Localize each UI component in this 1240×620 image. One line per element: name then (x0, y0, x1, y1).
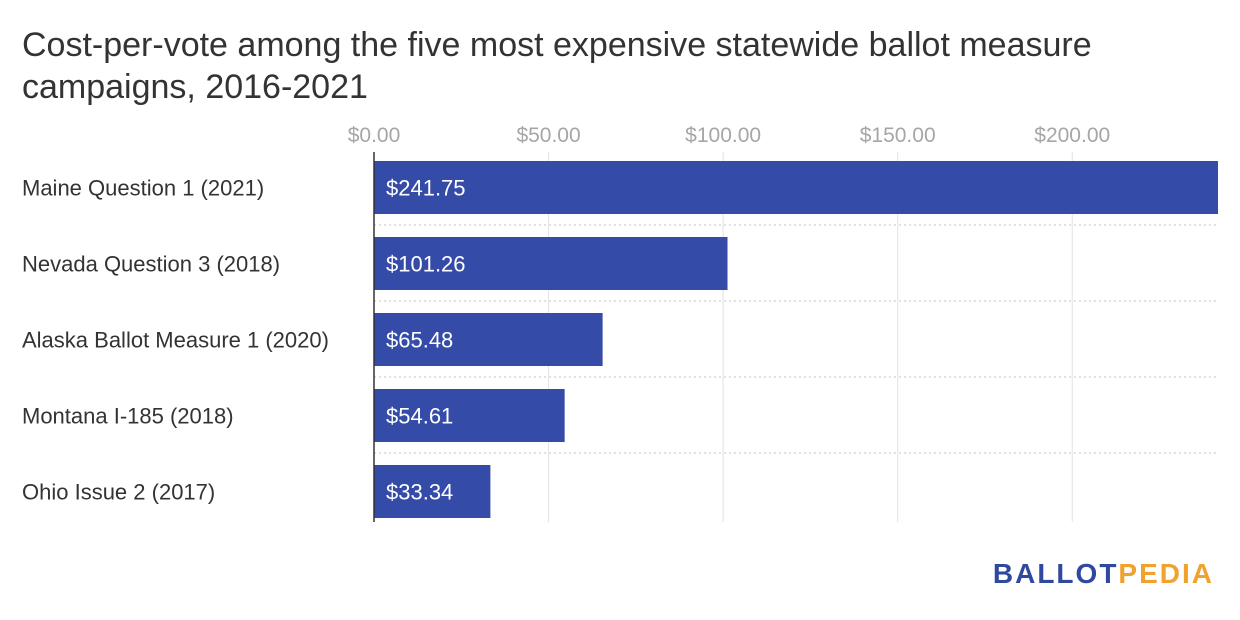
category-label: Maine Question 1 (2021) (22, 176, 264, 201)
bar-value-label: $54.61 (386, 404, 453, 429)
bar (374, 389, 565, 442)
logo-part-ballot: BALLOT (992, 558, 1119, 589)
bar-value-label: $101.26 (386, 252, 466, 277)
ballotpedia-logo: BALLOTPEDIA (993, 558, 1214, 590)
category-labels: Maine Question 1 (2021) Nevada Question 3… (22, 176, 329, 505)
x-tick-label: $200.00 (1034, 124, 1110, 147)
bar (374, 237, 728, 290)
bar (374, 313, 603, 366)
bar (374, 161, 1218, 214)
x-tick-label: $100.00 (685, 124, 761, 147)
logo-part-pedia: PEDIA (1118, 558, 1214, 589)
chart-title: Cost-per-vote among the five most expens… (22, 26, 1092, 106)
bar-value-label: $33.34 (386, 480, 453, 505)
bar (374, 465, 491, 518)
gridlines (374, 152, 1218, 522)
x-axis-ticks: $0.00 $50.00 $100.00 $150.00 $200.00 (348, 124, 1110, 147)
category-label: Alaska Ballot Measure 1 (2020) (22, 328, 329, 353)
bars: $241.75 $101.26 $65.48 $54.61 $33.34 (374, 161, 1218, 518)
x-tick-label: $50.00 (516, 124, 580, 147)
category-label: Nevada Question 3 (2018) (22, 252, 280, 277)
category-label: Montana I-185 (2018) (22, 404, 234, 429)
bar-value-label: $65.48 (386, 328, 453, 353)
x-tick-label: $0.00 (348, 124, 401, 147)
category-label: Ohio Issue 2 (2017) (22, 480, 215, 505)
x-tick-label: $150.00 (860, 124, 936, 147)
bar-value-label: $241.75 (386, 176, 466, 201)
